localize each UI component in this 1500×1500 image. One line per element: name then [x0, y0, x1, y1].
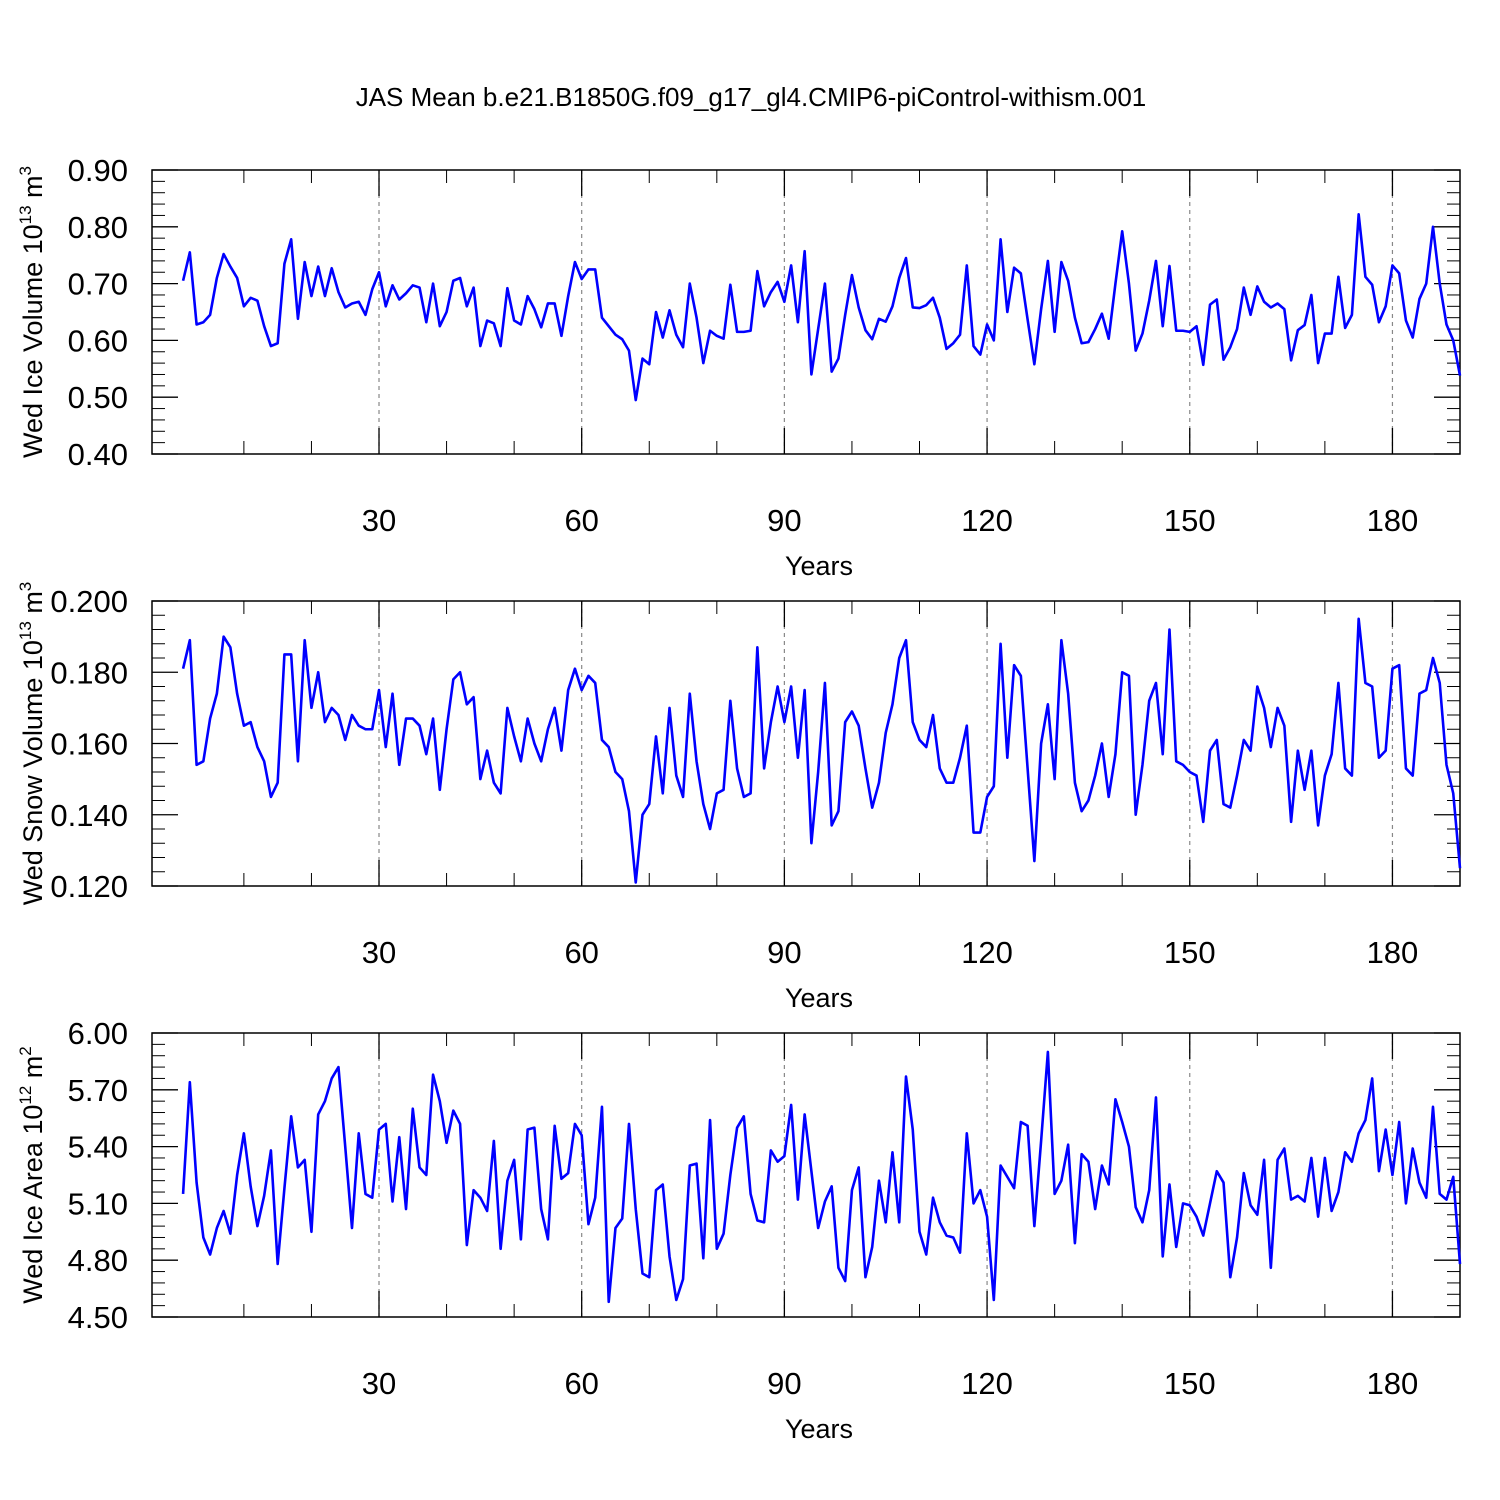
- y-tick-label: 4.80: [68, 1243, 128, 1278]
- y-tick-label: 0.50: [68, 380, 128, 415]
- y-tick-label: 5.40: [68, 1130, 128, 1165]
- x-axis-label: Years: [785, 1414, 853, 1444]
- y-label-exponent: 12: [16, 1086, 35, 1105]
- x-tick-label: 180: [1367, 935, 1419, 970]
- y-label-exponent: 13: [16, 205, 35, 224]
- x-tick-label: 150: [1164, 1366, 1216, 1401]
- y-label-unit: m: [18, 591, 48, 621]
- panel-2: 0.120 0.140 0.160 0.180 0.200 30 60 90 120 150 180…: [16, 582, 1462, 1013]
- y-label-unit-exponent: 3: [16, 166, 35, 175]
- y-tick-label: 0.70: [68, 267, 128, 302]
- x-tick-label: 30: [362, 503, 396, 538]
- y-tick-label: 0.80: [68, 210, 128, 245]
- y-tick-label: 0.160: [50, 727, 128, 762]
- x-tick-label: 30: [362, 935, 396, 970]
- y-axis-label: Wed Ice Area 1012 m2: [16, 1046, 48, 1304]
- x-tick-label: 90: [767, 935, 801, 970]
- y-label-unit: m: [18, 175, 48, 205]
- y-tick-label: 5.70: [68, 1073, 128, 1108]
- y-label-text: Wed Ice Volume 10: [18, 224, 48, 458]
- y-label-unit-exponent: 3: [16, 582, 35, 591]
- x-tick-label: 30: [362, 1366, 396, 1401]
- y-label-text: Wed Snow Volume 10: [18, 640, 48, 905]
- x-tick-label: 60: [564, 1366, 598, 1401]
- x-tick-label: 180: [1367, 1366, 1419, 1401]
- panels: 0.40 0.50 0.60 0.70 0.80 0.90 30 60 90 120 150 180 Y…: [16, 153, 1462, 1444]
- x-tick-label: 150: [1164, 503, 1216, 538]
- y-tick-label: 0.180: [50, 655, 128, 690]
- y-tick-label: 0.60: [68, 323, 128, 358]
- y-label-unit-exponent: 2: [16, 1046, 35, 1055]
- y-tick-label: 5.10: [68, 1186, 128, 1221]
- x-tick-label: 120: [961, 935, 1013, 970]
- y-label-exponent: 13: [16, 621, 35, 640]
- series-line: [181, 1050, 1462, 1304]
- x-tick-label: 60: [564, 503, 598, 538]
- y-label-unit: m: [18, 1056, 48, 1086]
- panel-1: 0.40 0.50 0.60 0.70 0.80 0.90 30 60 90 120 150 180 Y…: [16, 153, 1462, 581]
- panel-3: 4.50 4.80 5.10 5.40 5.70 6.00 30 60 90 120 150 180 Y…: [16, 1016, 1462, 1444]
- plot-frame: [151, 1032, 1461, 1318]
- series-line: [181, 213, 1462, 402]
- x-tick-label: 150: [1164, 935, 1216, 970]
- y-tick-label: 0.120: [50, 869, 128, 904]
- y-tick-label: 0.40: [68, 437, 128, 472]
- y-tick-label: 0.90: [68, 153, 128, 188]
- x-tick-label: 120: [961, 1366, 1013, 1401]
- x-tick-label: 120: [961, 503, 1013, 538]
- x-tick-label: 180: [1367, 503, 1419, 538]
- x-tick-label: 60: [564, 935, 598, 970]
- y-tick-label: 6.00: [68, 1016, 128, 1051]
- y-tick-label: 0.140: [50, 798, 128, 833]
- x-axis-label: Years: [785, 983, 853, 1013]
- y-tick-label: 0.200: [50, 584, 128, 619]
- y-axis-label: Wed Snow Volume 1013 m3: [16, 582, 48, 906]
- y-label-text: Wed Ice Area 10: [18, 1105, 48, 1304]
- y-tick-label: 4.50: [68, 1300, 128, 1335]
- x-tick-label: 90: [767, 1366, 801, 1401]
- x-tick-label: 90: [767, 503, 801, 538]
- y-axis-label: Wed Ice Volume 1013 m3: [16, 166, 48, 458]
- chart-title: JAS Mean b.e21.B1850G.f09_g17_gl4.CMIP6-…: [356, 82, 1147, 112]
- plot-frame: [151, 169, 1461, 455]
- x-axis-label: Years: [785, 551, 853, 581]
- series-line: [181, 617, 1462, 884]
